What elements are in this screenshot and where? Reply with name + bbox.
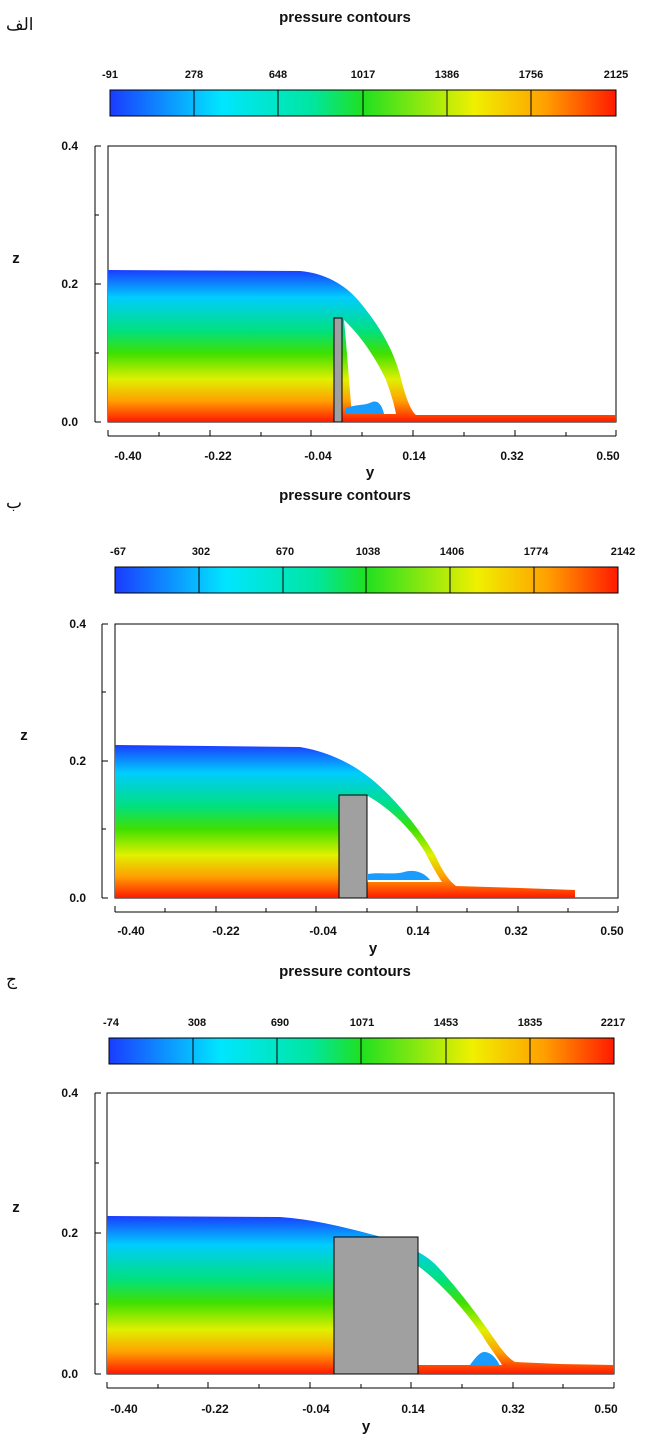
colorbar-tick-label: 2217	[601, 1017, 625, 1029]
x-axis: -0.40 -0.22 -0.04 0.14 0.32 0.50 y	[106, 1382, 618, 1435]
splash-region	[470, 1352, 500, 1366]
colorbar-dividers	[198, 567, 535, 593]
colorbar-tick-label: 1406	[440, 546, 464, 558]
colorbar-tick-label: -74	[103, 1017, 120, 1029]
x-tick-label: 0.32	[501, 1402, 525, 1416]
air-cavity	[418, 1266, 502, 1365]
x-tick-label: 0.14	[401, 1402, 425, 1416]
x-tick-label: -0.22	[204, 449, 232, 463]
colorbar-tick-label: 648	[269, 69, 287, 81]
x-tick-label: -0.04	[302, 1402, 330, 1416]
obstacle	[338, 794, 368, 899]
x-tick-label: 0.50	[600, 924, 624, 938]
panel-label: ب	[6, 493, 22, 513]
y-tick-label: 0.4	[61, 139, 78, 153]
x-tick-label: -0.22	[212, 924, 240, 938]
x-axis: -0.40 -0.22 -0.04 0.14 0.32 0.50 y	[114, 906, 624, 957]
colorbar-tick-label: 302	[192, 546, 210, 558]
splash-region	[368, 870, 430, 880]
x-tick-label: 0.50	[594, 1402, 618, 1416]
y-tick-label: 0.0	[61, 415, 78, 429]
x-tick-label: -0.04	[304, 449, 332, 463]
chart-title: pressure contours	[279, 9, 411, 26]
colorbar-tick-label: 278	[185, 69, 203, 81]
colorbar-tick-label: 1386	[435, 69, 459, 81]
chart-title: pressure contours	[279, 963, 411, 980]
y-axis: 0.0 0.2 0.4 z	[20, 617, 108, 905]
x-tick-label: -0.40	[114, 449, 142, 463]
panel-label: الف	[6, 15, 34, 35]
colorbar-tick-label: 1017	[351, 69, 375, 81]
air-cavity	[344, 320, 396, 414]
y-tick-label: 0.0	[69, 891, 86, 905]
y-tick-label: 0.4	[61, 1086, 78, 1100]
x-tick-label: 0.32	[500, 449, 524, 463]
colorbar-tick-label: 1756	[519, 69, 543, 81]
y-tick-label: 0.2	[61, 1226, 78, 1240]
chart-title: pressure contours	[279, 487, 411, 504]
y-tick-label: 0.2	[69, 754, 86, 768]
panel-label: ج	[6, 970, 17, 990]
y-axis: 0.0 0.2 0.4 z	[12, 1086, 101, 1381]
plot-area: 0.0 0.2 0.4 z -0.40 -0.22 -0.0	[12, 139, 620, 481]
x-axis-label: y	[362, 1418, 371, 1435]
panel-3: ج pressure contours -74 308 690 1071 145…	[6, 963, 625, 1435]
y-tick-label: 0.2	[61, 277, 78, 291]
colorbar-tick-label: 670	[276, 546, 294, 558]
plot-area: 0.0 0.2 0.4 z -0.40 -0.22 -0.0	[20, 617, 624, 957]
colorbar-dividers	[193, 90, 532, 116]
obstacle	[333, 317, 343, 423]
x-tick-label: 0.32	[504, 924, 528, 938]
obstacle	[333, 1236, 419, 1375]
y-axis-label: z	[12, 1199, 20, 1216]
x-tick-label: -0.40	[117, 924, 145, 938]
x-tick-label: -0.40	[110, 1402, 138, 1416]
colorbar-dividers	[192, 1038, 531, 1064]
x-axis-label: y	[369, 940, 378, 957]
colorbar-tick-label: 1774	[524, 546, 549, 558]
x-axis: -0.40 -0.22 -0.04 0.14 0.32 0.50 y	[107, 430, 620, 481]
splash-region	[346, 401, 384, 414]
plot-area: 0.0 0.2 0.4 z -0.40 -0.22 -0.0	[12, 1086, 618, 1435]
panel-1: الف pressure contours -91 278 648 1017 1…	[6, 9, 628, 481]
x-tick-label: 0.50	[596, 449, 620, 463]
colorbar-tick-label: 1835	[518, 1017, 542, 1029]
colorbar: -67 302 670 1038 1406 1774 2142	[110, 546, 635, 594]
colorbar-tick-label: -91	[102, 69, 118, 81]
y-tick-label: 0.0	[61, 1367, 78, 1381]
colorbar-tick-label: 2142	[611, 546, 635, 558]
panel-2: ب pressure contours -67 302 670 1038 140…	[6, 487, 635, 957]
x-axis-label: y	[366, 464, 375, 481]
colorbar-tick-label: 308	[188, 1017, 206, 1029]
colorbar: -74 308 690 1071 1453 1835 2217	[103, 1017, 625, 1065]
colorbar-tick-label: 2125	[604, 69, 628, 81]
y-tick-label: 0.4	[69, 617, 86, 631]
x-tick-label: 0.14	[402, 449, 426, 463]
colorbar-tick-label: 1038	[356, 546, 380, 558]
x-tick-label: -0.22	[201, 1402, 229, 1416]
x-tick-label: 0.14	[406, 924, 430, 938]
colorbar-tick-label: 690	[271, 1017, 289, 1029]
y-axis: 0.0 0.2 0.4 z	[12, 139, 101, 429]
colorbar-tick-label: -67	[110, 546, 126, 558]
colorbar-tick-label: 1071	[350, 1017, 374, 1029]
air-cavity	[366, 795, 442, 882]
colorbar: -91 278 648 1017 1386 1756 2125	[102, 69, 628, 117]
y-axis-label: z	[20, 727, 28, 744]
colorbar-tick-label: 1453	[434, 1017, 458, 1029]
x-tick-label: -0.04	[309, 924, 337, 938]
y-axis-label: z	[12, 250, 20, 267]
